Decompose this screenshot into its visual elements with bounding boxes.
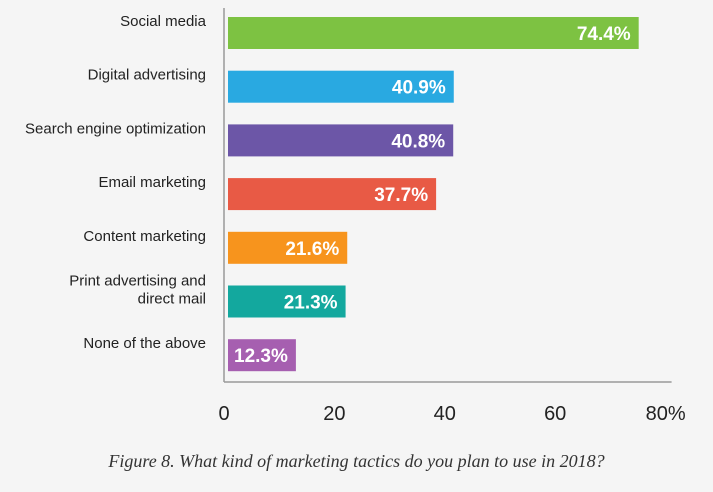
bar-6 — [228, 285, 346, 318]
category-label-5: Content marketing — [83, 228, 206, 245]
x-tick-label-0: 0 — [218, 403, 229, 425]
category-labels: Social media Digital advertising Search en… — [25, 13, 207, 352]
value-label-2: 40.9% — [392, 78, 446, 99]
bar-1 — [228, 17, 639, 49]
category-label-7: None of the above — [83, 335, 206, 352]
category-label-4: Email marketing — [98, 174, 206, 191]
x-tick-labels: 0 20 40 60 80% — [218, 403, 685, 425]
category-label-2: Digital advertising — [88, 67, 206, 84]
x-tick-label-80: 80% — [646, 403, 686, 425]
x-tick-label-60: 60 — [544, 403, 566, 425]
bar-5 — [228, 231, 348, 264]
category-label-6-line-1: Print advertising and — [69, 273, 206, 290]
x-tick-label-40: 40 — [434, 403, 456, 425]
bar-2 — [228, 70, 454, 103]
value-label-1: 74.4% — [577, 24, 631, 45]
value-labels: 74.4% 40.9% 40.8% 37.7% 21.6% 21.3% 12.3% — [234, 24, 631, 367]
bar-chart: Social media Digital advertising Search en… — [25, 8, 686, 425]
x-tick-label-20: 20 — [323, 403, 345, 425]
bar-3 — [228, 124, 454, 157]
bars-layer — [228, 17, 639, 372]
bar-4 — [228, 178, 437, 211]
bar-7 — [228, 339, 296, 372]
value-label-6: 21.3% — [284, 293, 338, 314]
value-label-3: 40.8% — [391, 131, 445, 152]
value-label-4: 37.7% — [374, 185, 428, 206]
category-label-6-line-2: direct mail — [138, 291, 206, 308]
value-label-5: 21.6% — [285, 239, 339, 260]
value-label-7: 12.3% — [234, 346, 288, 367]
category-label-1: Social media — [120, 13, 207, 30]
category-label-3: Search engine optimization — [25, 120, 206, 137]
figure-caption: Figure 8. What kind of marketing tactics… — [108, 451, 605, 471]
